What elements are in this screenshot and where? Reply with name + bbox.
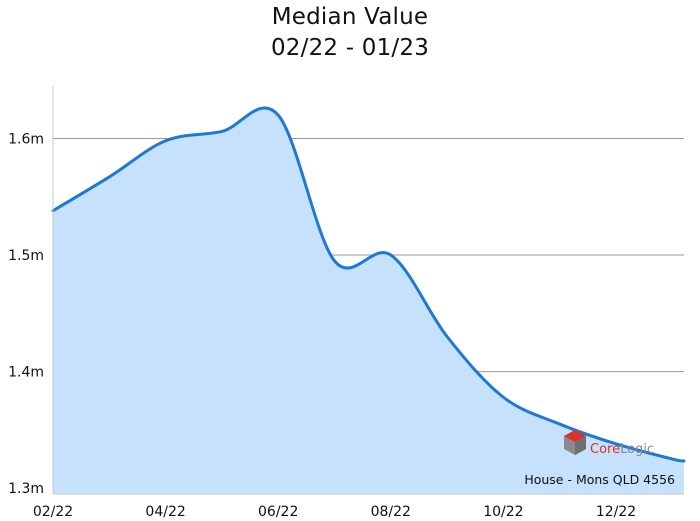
y-tick-label: 1.4m [8, 365, 44, 381]
corelogic-watermark: CoreLogic [564, 430, 654, 457]
y-tick-label: 1.3m [8, 481, 44, 497]
x-tick-label: 10/22 [483, 504, 523, 520]
chart-footnote: House - Mons QLD 4556 [524, 472, 675, 487]
corelogic-brand-text: CoreLogic [590, 442, 654, 457]
x-tick-labels: 02/22 04/22 06/22 08/22 10/22 12/22 [33, 504, 636, 520]
chart-subtitle: 02/22 - 01/23 [270, 35, 430, 61]
y-tick-labels: 1.3m 1.4m 1.5m 1.6m [8, 131, 44, 497]
series-area-fill [53, 107, 684, 495]
x-tick-label: 04/22 [145, 504, 185, 520]
y-tick-label: 1.6m [8, 131, 44, 147]
chart-title: Median Value [271, 4, 429, 30]
x-tick-label: 06/22 [258, 504, 298, 520]
x-tick-label: 08/22 [371, 504, 411, 520]
series-line [51, 106, 686, 463]
corelogic-logo-icon [564, 430, 586, 455]
x-tick-label: 02/22 [33, 504, 73, 520]
x-tick-label: 12/22 [596, 504, 636, 520]
chart-title-block: Median Value 02/22 - 01/23 [0, 2, 700, 64]
area-layer [51, 106, 686, 495]
y-tick-label: 1.5m [8, 248, 44, 264]
axes [52, 86, 684, 495]
